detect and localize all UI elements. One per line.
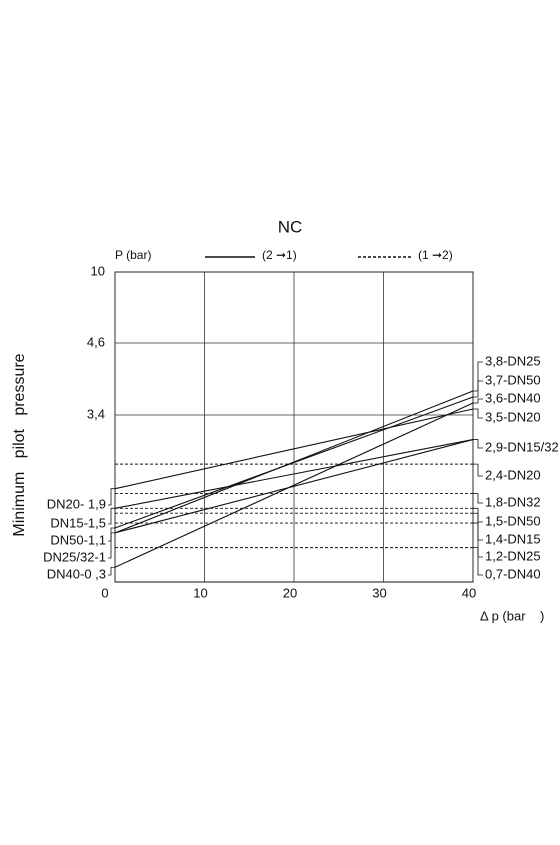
x-tick-label: 10 bbox=[193, 585, 207, 600]
label-leader bbox=[473, 439, 483, 449]
right-label: 3,6-DN40 bbox=[485, 390, 541, 405]
left-label: DN40-0 ,3 bbox=[47, 566, 106, 581]
label-leader bbox=[473, 493, 483, 504]
label-leader bbox=[108, 488, 115, 506]
data-line bbox=[114, 402, 474, 568]
label-leader bbox=[473, 398, 483, 404]
y-axis-label: Minimum pilot pressure bbox=[11, 353, 28, 536]
right-label: 2,9-DN15/32 bbox=[485, 439, 559, 454]
chart-title: NC bbox=[278, 217, 303, 236]
data-line bbox=[114, 390, 474, 534]
label-leader bbox=[108, 507, 115, 525]
left-label: DN50-1,1 bbox=[50, 532, 106, 547]
right-label: 1,4-DN15 bbox=[485, 531, 541, 546]
label-leader bbox=[473, 408, 483, 419]
left-label: DN15-1,5 bbox=[50, 515, 106, 530]
legend-label: (1 ➞2) bbox=[418, 248, 453, 262]
x-tick-label: 0 bbox=[101, 585, 108, 600]
right-label: 0,7-DN40 bbox=[485, 566, 541, 581]
label-leader bbox=[473, 547, 483, 576]
x-tick-label: 40 bbox=[462, 585, 476, 600]
right-label: 3,7-DN50 bbox=[485, 372, 541, 387]
right-label: 3,5-DN20 bbox=[485, 409, 541, 424]
right-label: 1,2-DN25 bbox=[485, 548, 541, 563]
data-line bbox=[114, 439, 474, 534]
label-leader bbox=[473, 380, 483, 398]
right-label: 2,4-DN20 bbox=[485, 467, 541, 482]
x-tick-label: 30 bbox=[372, 585, 386, 600]
left-label: DN20- 1,9 bbox=[47, 496, 106, 511]
y-tick-label: 10 bbox=[91, 263, 105, 278]
right-label: 1,8-DN32 bbox=[485, 494, 541, 509]
y-unit-label: P (bar) bbox=[115, 248, 151, 262]
y-tick-label: 4,6 bbox=[87, 334, 105, 349]
data-line bbox=[114, 408, 474, 490]
label-leader bbox=[473, 522, 483, 558]
label-leader bbox=[108, 566, 115, 576]
legend-label: (2 ➞1) bbox=[262, 248, 297, 262]
y-tick-label: 3,4 bbox=[87, 406, 105, 421]
left-label: DN25/32-1 bbox=[43, 549, 106, 564]
label-leader bbox=[108, 532, 115, 559]
right-label: 1,5-DN50 bbox=[485, 513, 541, 528]
x-axis-label: Δ p (bar ) bbox=[480, 608, 544, 623]
label-leader bbox=[473, 463, 483, 477]
label-leader bbox=[473, 361, 483, 392]
right-label: 3,8-DN25 bbox=[485, 353, 541, 368]
data-line bbox=[114, 439, 474, 509]
x-tick-label: 20 bbox=[283, 585, 297, 600]
